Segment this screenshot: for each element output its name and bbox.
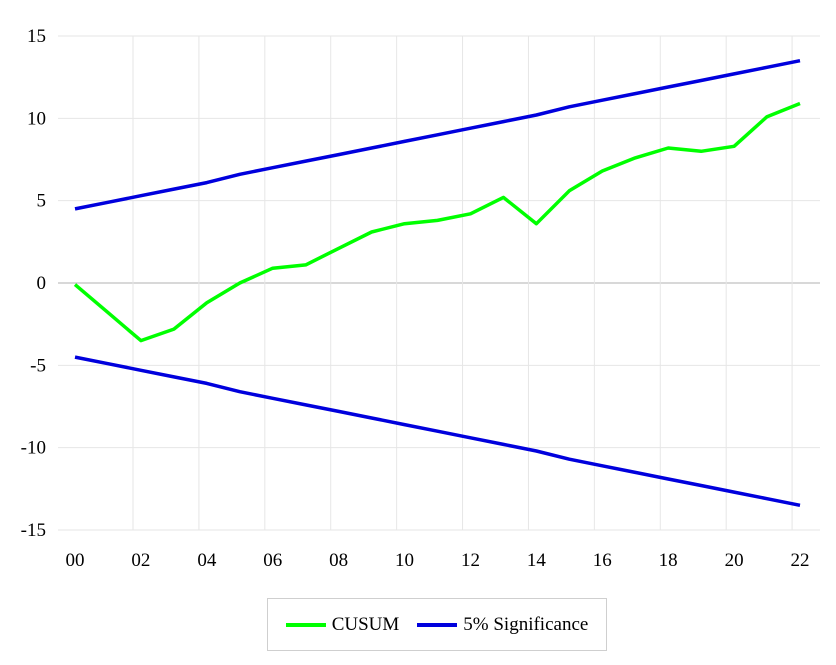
legend-item-cusum: CUSUM [285,613,400,636]
y-tick-label: 5 [37,191,47,212]
x-tick-label: 04 [197,550,217,571]
cusum-line [73,101,801,343]
x-tick-label: 22 [791,550,810,571]
y-tick-label: 0 [37,273,47,294]
legend-label-cusum: CUSUM [331,613,400,635]
legend-item-significance: 5% Significance [417,614,588,636]
x-tick-label: 14 [527,550,547,571]
upper-significance-line [74,58,801,211]
x-tick-label: 20 [725,550,744,571]
x-tick-label: 16 [593,550,612,571]
legend-swatch-cusum [285,622,326,627]
y-tick-label: 15 [27,26,46,47]
x-tick-label: 10 [395,550,414,571]
y-tick-label: 10 [27,108,46,129]
chart-legend: CUSUM 5% Significance [267,598,607,651]
x-tick-label: 12 [461,550,480,571]
x-tick-label: 18 [659,550,678,571]
y-tick-label: -10 [21,438,46,459]
y-tick-label: -5 [30,355,46,376]
x-tick-label: 02 [131,550,150,571]
legend-label-significance: 5% Significance [463,613,589,635]
x-tick-label: 08 [329,550,348,571]
cusum-chart: 15 10 5 0 -5 -10 -15 00 02 04 06 08 10 12 14 16 18 20 22 [21,26,820,571]
y-tick-label: -15 [21,520,46,541]
x-tick-label: 00 [66,550,85,571]
lower-significance-line [74,355,801,508]
legend-swatch-significance [417,622,458,627]
x-tick-label: 06 [263,550,282,571]
